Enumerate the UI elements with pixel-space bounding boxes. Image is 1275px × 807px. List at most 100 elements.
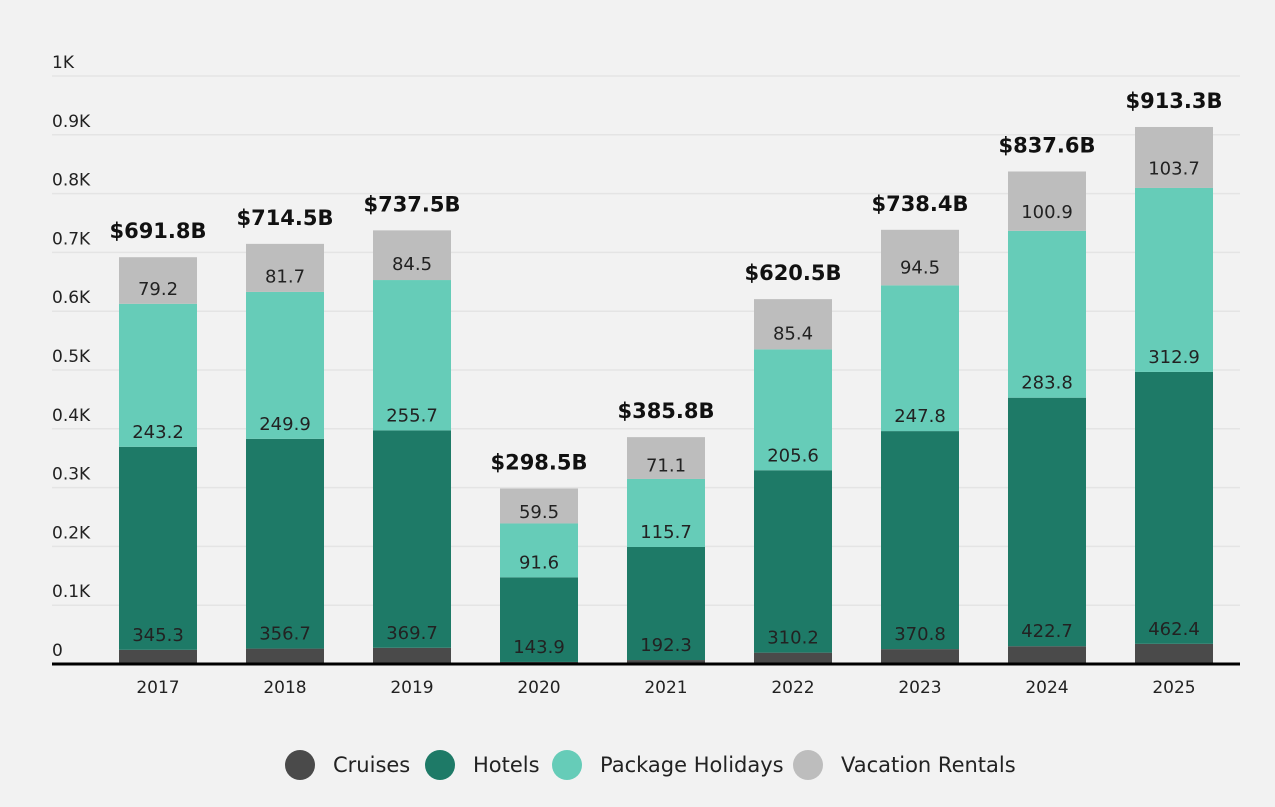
y-tick-label: 0.3K [52,465,91,485]
bar-segment [1135,643,1213,664]
bar-segment [500,577,578,662]
data-label: 81.7 [265,267,305,288]
data-label: 249.9 [259,414,311,435]
y-tick-label: 0.7K [52,229,91,249]
y-tick-label: 0.8K [52,171,91,191]
data-label: 84.5 [392,254,432,275]
x-tick-label: 2019 [390,678,433,698]
data-label: 59.5 [519,502,559,523]
x-tick-label: 2021 [644,678,687,698]
legend-swatch [793,750,823,780]
bar-segment [500,523,578,578]
y-tick-label: 0.2K [52,523,91,543]
data-label: 205.6 [767,445,819,466]
bar-segment [627,546,705,661]
data-label: 79.2 [138,279,178,300]
bar-segment [119,649,197,664]
data-label: 356.7 [259,624,311,645]
data-label: 247.8 [894,406,946,427]
y-tick-label: 0.4K [52,406,91,426]
bar-segment [881,285,959,432]
bar-segment [754,470,832,653]
data-label: 255.7 [386,405,438,426]
bar-segment [1008,230,1086,398]
y-tick-label: 0.1K [52,582,91,602]
bar-segment [373,647,451,664]
bar-segment [1008,646,1086,664]
bar-segment [627,660,705,664]
y-tick-label: 1K [52,53,75,73]
data-label: 312.9 [1148,347,1200,368]
bar-segment [119,446,197,650]
data-label: 243.2 [132,422,184,443]
bar-segment [119,257,197,304]
x-tick-label: 2022 [771,678,814,698]
total-label: $714.5B [236,206,333,230]
data-label: 85.4 [773,323,813,344]
total-label: $737.5B [363,192,460,216]
data-label: 310.2 [767,628,819,649]
x-tick-label: 2023 [898,678,941,698]
x-tick-label: 2024 [1025,678,1068,698]
bar-segment [754,349,832,471]
total-label: $385.8B [617,399,714,423]
legend-label: Vacation Rentals [841,753,1016,777]
data-label: 192.3 [640,635,692,656]
legend-label: Cruises [333,753,410,777]
bar-segment [1135,187,1213,372]
x-tick-label: 2018 [263,678,306,698]
data-label: 91.6 [519,552,559,573]
data-label: 115.7 [640,522,692,543]
legend-swatch [552,750,582,780]
legend-swatch [285,750,315,780]
bar-segment [1135,126,1213,188]
data-label: 100.9 [1021,202,1073,223]
data-label: 283.8 [1021,373,1073,394]
legend-label: Hotels [473,753,540,777]
total-label: $837.6B [998,133,1095,157]
data-label: 370.8 [894,624,946,645]
legend-label: Package Holidays [600,753,784,777]
bar-segment [1008,397,1086,647]
x-tick-label: 2025 [1152,678,1195,698]
bar-segment [246,291,324,439]
bar-segment [246,648,324,664]
data-label: 422.7 [1021,621,1073,642]
y-tick-label: 0.6K [52,288,91,308]
bar-segment [627,478,705,547]
bar-segment [754,652,832,664]
legend-swatch [425,750,455,780]
data-label: 94.5 [900,258,940,279]
x-tick-label: 2020 [517,678,560,698]
bar-segment [1008,171,1086,231]
bar-segment [246,438,324,649]
bar-segment [754,299,832,350]
y-tick-label: 0 [52,641,63,661]
data-label: 345.3 [132,625,184,646]
data-label: 103.7 [1148,159,1200,180]
total-label: $620.5B [744,261,841,285]
bar-segment [1135,371,1213,644]
y-tick-label: 0.5K [52,347,91,367]
data-label: 369.7 [386,623,438,644]
data-label: 143.9 [513,637,565,658]
x-tick-label: 2017 [136,678,179,698]
y-tick-label: 0.9K [52,112,91,132]
bar-segment [373,430,451,648]
bar-segment [119,303,197,447]
data-label: 71.1 [646,455,686,476]
bar-segment [627,437,705,479]
data-label: 462.4 [1148,619,1200,640]
bar-segment [500,488,578,524]
bar-segment [881,431,959,650]
total-label: $691.8B [109,219,206,243]
bar-segment [373,280,451,431]
bar-segment [246,243,324,292]
bar-segment [881,649,959,664]
total-label: $298.5B [490,450,587,474]
total-label: $913.3B [1125,89,1222,113]
total-label: $738.4B [871,192,968,216]
bar-segment [881,229,959,286]
bar-segment [373,230,451,281]
